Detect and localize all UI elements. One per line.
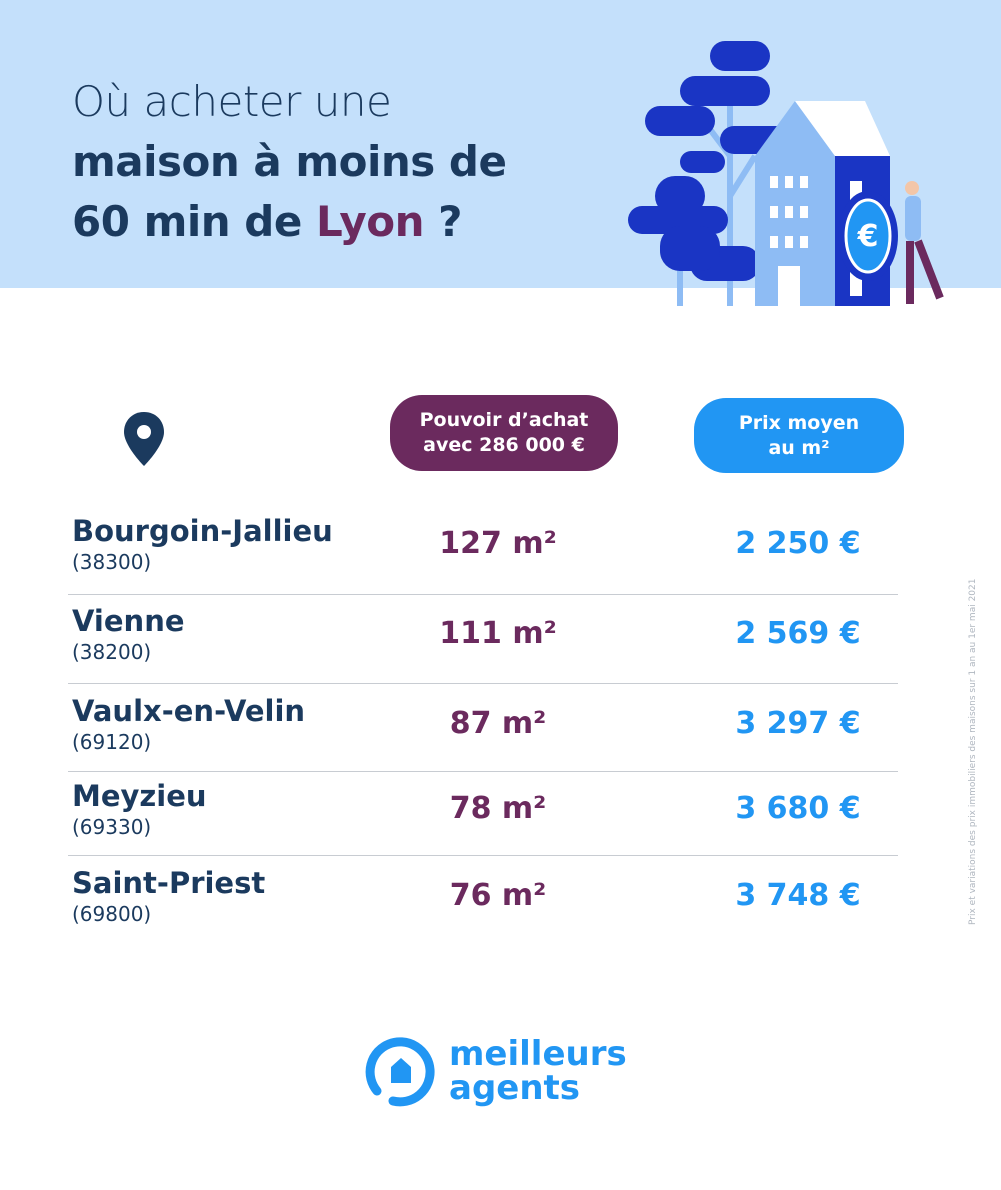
price-value: 2 250 € <box>735 526 861 561</box>
table-row: Vienne (38200) 111 m² 2 569 € <box>68 604 898 692</box>
city-name: Saint-Priest <box>72 866 266 900</box>
budget-header-line-1: Pouvoir d’achat <box>419 409 589 431</box>
postal-code: (38300) <box>72 550 152 574</box>
house-ring-icon <box>365 1037 435 1107</box>
postal-code: (38200) <box>72 640 152 664</box>
price-header-line-1: Prix moyen <box>738 411 860 434</box>
divider <box>68 855 898 856</box>
city-name: Vaulx-en-Velin <box>72 694 306 728</box>
city-name: Bourgoin-Jallieu <box>72 514 333 548</box>
price-value: 2 569 € <box>735 616 861 651</box>
table-row: Meyzieu (69330) 78 m² 3 680 € <box>68 779 898 867</box>
house-illustration: € <box>628 41 944 306</box>
surface-value: 111 m² <box>439 616 557 651</box>
surface-value: 76 m² <box>449 878 547 913</box>
logo-line-1: meilleurs <box>449 1034 627 1074</box>
price-header-line-2: au m² <box>768 436 830 459</box>
title-question-mark: ? <box>423 197 462 246</box>
title-line-2: maison à moins de <box>72 137 507 186</box>
source-note: Prix et variations des prix immobiliers … <box>968 578 978 925</box>
budget-header-line-2: avec 286 000 € <box>423 434 585 456</box>
table-row: Vaulx-en-Velin (69120) 87 m² 3 297 € <box>68 694 898 782</box>
surface-value: 127 m² <box>439 526 557 561</box>
logo-line-2: agents <box>449 1068 581 1108</box>
price-header: Prix moyen au m² <box>694 398 904 473</box>
price-value: 3 297 € <box>735 706 861 741</box>
table-row: Saint-Priest (69800) 76 m² 3 748 € <box>68 866 898 954</box>
location-pin-icon <box>124 412 164 466</box>
svg-text:€: € <box>857 219 879 254</box>
city-name: Meyzieu <box>72 779 207 813</box>
table-row: Bourgoin-Jallieu (38300) 127 m² 2 250 € <box>68 514 898 602</box>
divider <box>68 594 898 595</box>
budget-header: Pouvoir d’achat avec 286 000 € <box>390 395 618 471</box>
surface-value: 78 m² <box>449 791 547 826</box>
city-name: Vienne <box>72 604 185 638</box>
price-value: 3 748 € <box>735 878 861 913</box>
page-title: Où acheter une maison à moins de 60 min … <box>72 72 507 252</box>
postal-code: (69330) <box>72 815 152 839</box>
title-line-3: 60 min de <box>72 197 316 246</box>
price-value: 3 680 € <box>735 791 861 826</box>
title-city: Lyon <box>315 197 425 246</box>
postal-code: (69800) <box>72 902 152 926</box>
title-line-1: Où acheter une <box>72 77 392 126</box>
postal-code: (69120) <box>72 730 152 754</box>
meilleurs-agents-logo: meilleurs agents <box>363 1033 627 1109</box>
divider <box>68 771 898 772</box>
surface-value: 87 m² <box>449 706 547 741</box>
divider <box>68 683 898 684</box>
